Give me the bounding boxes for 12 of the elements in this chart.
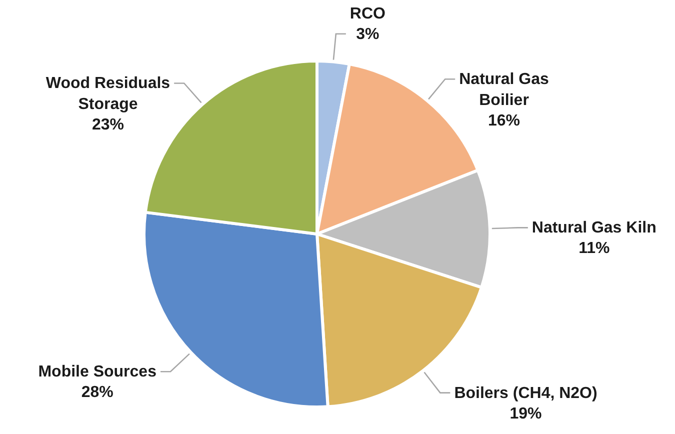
data-label: 19% [510, 405, 542, 422]
slice-label: Mobile Sources [38, 363, 157, 380]
slice-label: RCO [350, 4, 386, 22]
slice-label: Natural Gas Kiln [532, 219, 656, 236]
data-label: 28% [81, 384, 114, 402]
data-label: 23% [92, 116, 124, 134]
slice-label: Boilers (CH4, N2O) [454, 384, 598, 402]
data-label: 3% [356, 26, 380, 43]
data-label: 16% [488, 112, 520, 130]
slice-label: Wood Residuals Storage [46, 74, 170, 113]
slice-label: Natural Gas Boilier [459, 70, 550, 109]
data-label: 11% [578, 240, 610, 258]
